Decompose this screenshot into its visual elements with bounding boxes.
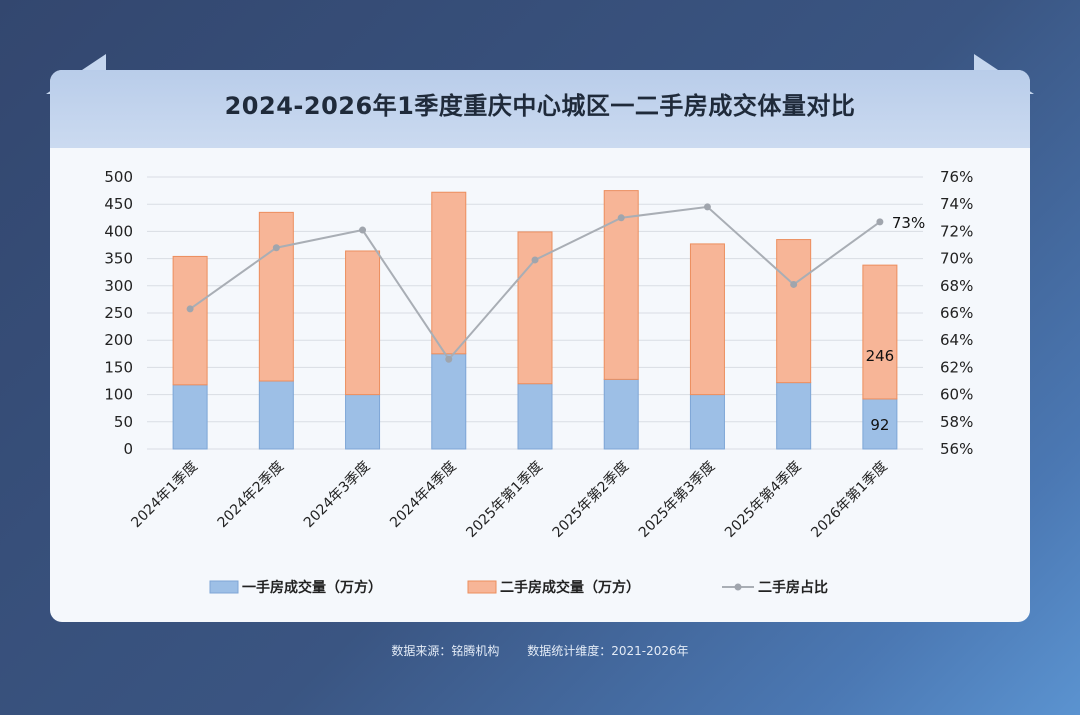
bar-first-hand [172,384,208,450]
bar-second-hand [603,190,639,380]
y2-tick-label: 60% [940,386,973,404]
chart-title: 2024-2026年1季度重庆中心城区一二手房成交体量对比 [224,92,856,120]
y-tick-label: 100 [104,386,133,404]
card-header [50,70,1030,148]
x-tick-label: 2026年第1季度 [808,458,891,541]
x-tick-label: 2024年1季度 [128,459,201,532]
ratio-point [272,244,280,252]
y-tick-label: 400 [104,222,133,240]
ratio-point [617,214,625,222]
ratio-point [531,256,539,264]
x-tick-label: 2025年第3季度 [635,458,718,541]
y2-tick-label: 64% [940,331,973,349]
legend-swatch-second-hand [467,580,497,594]
footer-dimension: 数据统计维度：2021-2026年 [527,644,689,658]
bar-first-hand [862,398,898,450]
y-tick-label: 250 [104,304,133,322]
y2-tick-label: 62% [940,358,973,376]
y2-tick-label: 66% [940,304,973,322]
footer: 数据来源：铭腾机构 数据统计维度：2021-2026年 [0,642,1080,659]
bar-first-hand [345,394,381,450]
footer-source: 数据来源：铭腾机构 [391,644,500,658]
y-tick-label: 350 [104,250,133,268]
ratio-point [445,355,453,363]
bar-first-hand [431,353,467,450]
bar-second-hand [862,264,898,400]
legend-label-second-hand: 二手房成交量（万方） [500,579,640,596]
x-tick-label: 2025年第4季度 [721,458,804,541]
y2-tick-label: 58% [940,413,973,431]
y-tick-label: 300 [104,277,133,295]
x-tick-label: 2024年2季度 [215,459,288,532]
data-label-first-hand: 92 [870,416,889,434]
data-label-ratio: 73% [892,214,925,232]
bar-second-hand [776,239,812,384]
bar-second-hand [689,243,725,396]
x-tick-label: 2025年第2季度 [549,458,632,541]
bar-first-hand [517,383,553,450]
y-tick-label: 450 [104,195,133,213]
x-tick-label: 2024年3季度 [301,459,374,532]
legend-label-ratio: 二手房占比 [758,579,828,596]
bar-second-hand [258,211,294,382]
legend-marker-ratio [734,583,742,591]
y-tick-label: 500 [104,168,133,186]
bar-second-hand [431,191,467,355]
bar-second-hand [345,250,381,396]
bar-first-hand [689,394,725,450]
x-tick-label: 2025年第1季度 [463,458,546,541]
y2-tick-label: 56% [940,440,973,458]
y2-tick-label: 72% [940,222,973,240]
ratio-point [359,226,367,234]
bar-first-hand [258,380,294,450]
y-tick-label: 150 [104,358,133,376]
y2-tick-label: 76% [940,168,973,186]
data-label-second-hand: 246 [866,347,895,365]
y2-tick-label: 68% [940,277,973,295]
y-tick-label: 0 [123,440,133,458]
ratio-point [790,280,798,288]
bar-first-hand [776,382,812,450]
x-tick-label: 2024年4季度 [387,459,460,532]
bar-first-hand [603,378,639,450]
ratio-point [703,203,711,211]
y-tick-label: 200 [104,331,133,349]
y2-tick-label: 74% [940,195,973,213]
y-tick-label: 50 [114,413,133,431]
bar-second-hand [172,255,208,386]
ratio-point [876,218,884,226]
legend-swatch-first-hand [209,580,239,594]
y2-tick-label: 70% [940,250,973,268]
ratio-point [186,305,194,313]
legend-label-first-hand: 一手房成交量（万方） [242,579,382,596]
